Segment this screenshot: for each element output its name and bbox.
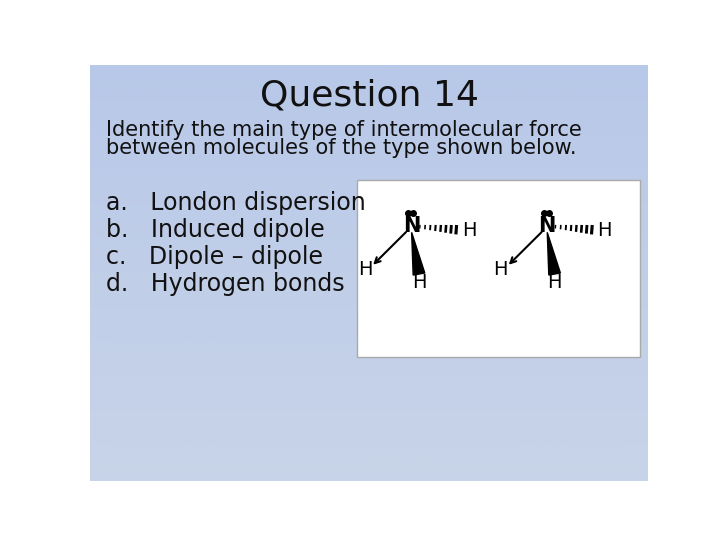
Text: b.   Induced dipole: b. Induced dipole [106,218,324,242]
Text: Question 14: Question 14 [259,79,479,113]
Text: N: N [539,217,556,237]
Text: Identify the main type of intermolecular force: Identify the main type of intermolecular… [106,120,581,140]
Text: H: H [358,260,372,279]
Polygon shape [547,232,560,275]
Text: H: H [462,221,477,240]
Text: N: N [403,217,420,237]
Text: d.   Hydrogen bonds: d. Hydrogen bonds [106,272,344,296]
Text: c.   Dipole – dipole: c. Dipole – dipole [106,245,323,269]
Text: H: H [547,273,562,292]
Text: H: H [598,221,612,240]
Polygon shape [412,232,425,275]
Text: H: H [412,273,426,292]
Text: between molecules of the type shown below.: between molecules of the type shown belo… [106,138,576,158]
Bar [357,180,640,357]
Text: H: H [494,260,508,279]
Text: a.   London dispersion: a. London dispersion [106,191,365,215]
